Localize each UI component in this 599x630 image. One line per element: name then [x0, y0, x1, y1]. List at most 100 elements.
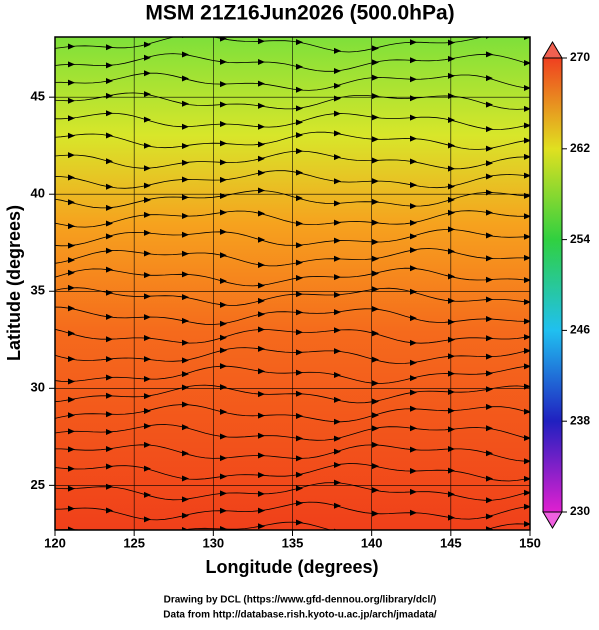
stream-arrow — [220, 176, 227, 183]
stream-arrow — [144, 54, 151, 61]
stream-arrow — [524, 105, 530, 112]
stream-arrow — [334, 219, 341, 226]
stream-arrow — [296, 274, 303, 281]
colorbar — [542, 57, 563, 513]
stream-arrow — [448, 297, 455, 304]
stream-arrow — [258, 297, 265, 304]
stream-arrow — [486, 513, 493, 520]
stream-arrow — [220, 507, 227, 514]
stream-arrow — [372, 510, 379, 517]
stream-arrow — [220, 58, 227, 65]
stream-arrow — [144, 356, 151, 363]
stream-arrow — [410, 509, 417, 516]
stream-arrow — [258, 210, 265, 217]
stream-arrow — [220, 252, 227, 259]
stream-arrow — [182, 231, 189, 238]
stream-arrow — [220, 455, 227, 462]
stream-arrow — [106, 356, 113, 363]
stream-arrow — [144, 293, 151, 300]
stream-arrow — [144, 70, 151, 77]
stream-arrow — [486, 475, 493, 482]
stream-arrow — [258, 236, 265, 243]
stream-arrow — [220, 334, 227, 341]
stream-arrow — [372, 157, 379, 164]
stream-arrow — [448, 93, 455, 100]
stream-arrow — [524, 347, 530, 354]
stream-arrow — [182, 159, 189, 166]
stream-arrow — [448, 55, 455, 62]
y-tick-label: 45 — [31, 89, 45, 104]
stream-arrow — [296, 39, 303, 46]
stream-arrow — [220, 525, 227, 530]
stream-arrow — [486, 450, 493, 457]
stream-arrow — [144, 423, 151, 430]
stream-arrow — [334, 461, 341, 468]
footer-line: Data from http://database.rish.kyoto-u.a… — [163, 610, 437, 621]
stream-arrow — [296, 86, 303, 93]
stream-arrow — [334, 372, 341, 379]
stream-arrow — [258, 391, 265, 398]
stream-arrow — [334, 435, 341, 442]
stream-arrow — [144, 41, 151, 48]
stream-arrow — [182, 250, 189, 257]
stream-arrow — [296, 309, 303, 316]
stream-arrow — [182, 142, 189, 149]
stream-arrow — [182, 371, 189, 378]
stream-arrow — [486, 160, 493, 167]
stream-arrow — [182, 213, 189, 220]
stream-arrow — [486, 386, 493, 393]
stream-arrow — [220, 121, 227, 128]
stream-arrow — [524, 298, 530, 305]
stream-arrow — [410, 203, 417, 210]
stream-arrow — [296, 132, 303, 139]
stream-arrow — [448, 72, 455, 79]
y-tick-label: 25 — [31, 477, 45, 492]
stream-arrow — [182, 294, 189, 301]
stream-arrow — [220, 363, 227, 370]
stream-arrow — [144, 91, 151, 98]
stream-arrow — [182, 271, 189, 278]
stream-arrow — [524, 489, 530, 496]
stream-arrow — [182, 384, 189, 391]
stream-arrow — [524, 521, 530, 528]
stream-arrow — [486, 425, 493, 432]
stream-arrow — [144, 165, 151, 172]
stream-arrow — [68, 378, 75, 385]
colorbar-tick-label: 262 — [570, 141, 590, 155]
stream-arrow — [486, 255, 493, 262]
stream-arrow — [486, 173, 493, 180]
x-tick-label: 135 — [282, 535, 304, 550]
stream-arrow — [144, 116, 151, 123]
stream-arrow — [372, 356, 379, 363]
stream-arrow — [182, 123, 189, 130]
stream-arrow — [144, 465, 151, 472]
stream-arrow — [486, 51, 493, 58]
stream-arrow — [106, 110, 113, 117]
stream-arrow — [410, 375, 417, 382]
x-tick-label: 130 — [202, 535, 224, 550]
stream-arrow — [144, 407, 151, 414]
y-axis-label: Latitude (degrees) — [4, 205, 24, 361]
stream-arrow — [410, 158, 417, 165]
y-tick-label: 35 — [31, 283, 45, 298]
stream-arrow — [68, 428, 75, 435]
stream-arrow — [106, 463, 113, 470]
stream-arrow — [448, 467, 455, 474]
stream-arrow — [448, 39, 455, 46]
stream-arrow — [144, 376, 151, 383]
stream-arrow — [372, 93, 379, 100]
stream-arrow — [182, 339, 189, 346]
stream-arrow — [144, 229, 151, 236]
stream-arrow — [448, 226, 455, 233]
stream-arrow — [258, 326, 265, 333]
stream-arrow — [106, 44, 113, 51]
stream-arrow — [524, 254, 530, 261]
stream-arrow — [106, 132, 113, 139]
stream-arrow — [106, 158, 113, 165]
stream-arrow — [334, 348, 341, 355]
stream-arrow — [296, 119, 303, 126]
stream-arrow — [106, 266, 113, 273]
stream-arrow — [372, 425, 379, 432]
stream-arrow — [106, 247, 113, 254]
stream-arrow — [372, 178, 379, 185]
